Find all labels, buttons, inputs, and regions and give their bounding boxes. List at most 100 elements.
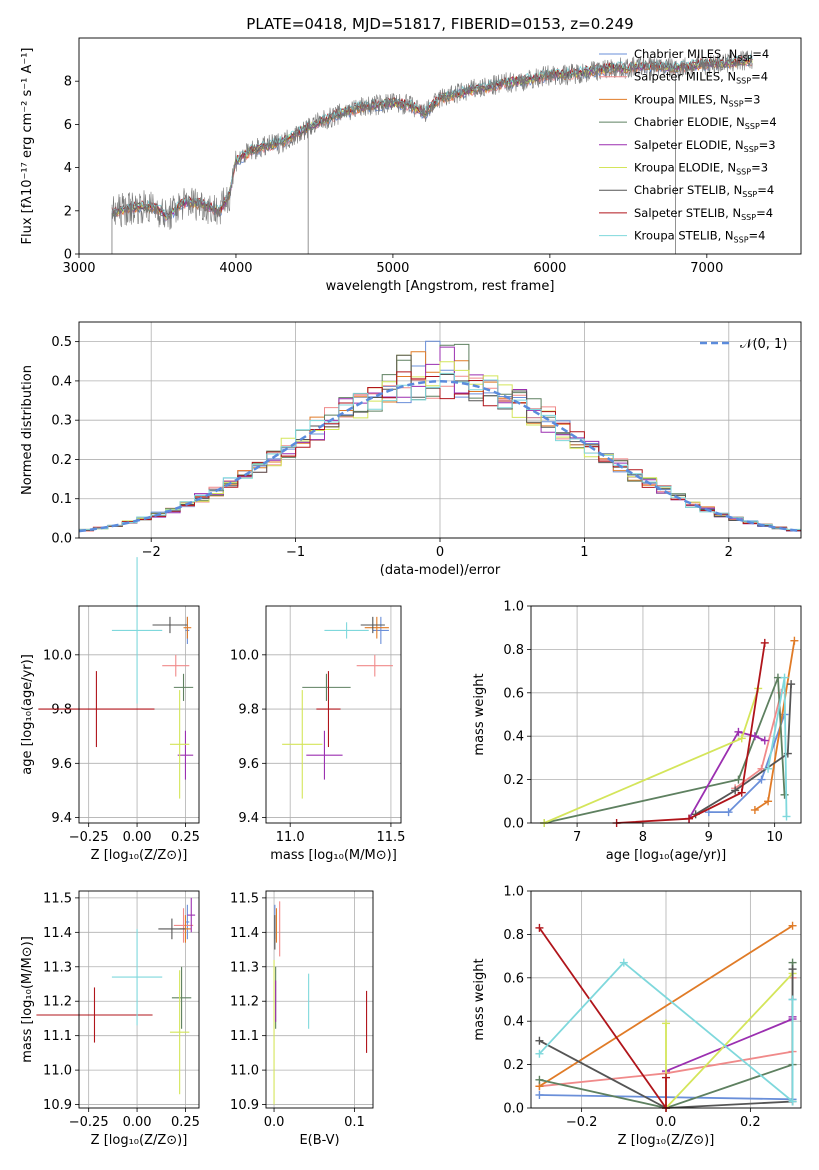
y-tick-label: 11.4: [230, 926, 259, 941]
x-tick-label: 0.00: [123, 1115, 152, 1130]
y-tick-label: 9.4: [51, 811, 72, 826]
spectrum-lines: [111, 50, 753, 254]
legend-label: 𝒩(0, 1): [740, 337, 787, 352]
y-tick-label: 10.9: [43, 1098, 72, 1113]
y-axis-label: mass weight: [472, 673, 487, 755]
y-tick-label: 1.0: [503, 600, 524, 615]
x-tick-label: 7: [573, 830, 581, 845]
weight-line-chabrier_stelib: [695, 684, 792, 816]
y-axis-label: Flux [fλ10⁻¹⁷ erg cm⁻² s⁻¹ A⁻¹]: [20, 48, 35, 245]
axes-frame: [78, 321, 802, 539]
y-tick-label: 0.1: [51, 492, 72, 507]
y-tick-label: 0.3: [51, 414, 72, 429]
y-tick-label: 2: [64, 204, 72, 219]
x-tick-label: 2: [725, 545, 733, 560]
mass_vs_ebv-panel: 0.0 0.1 10.9 11.0 11.1 11.2 11.3 11.4 11.5 E(B-V): [230, 890, 374, 1148]
x-tick-label: 0.0: [264, 1115, 285, 1130]
x-tick-label: 11.0: [276, 830, 305, 845]
weight-line-salpeter_elodie: [688, 730, 766, 820]
y-tick-label: 11.1: [43, 1029, 72, 1044]
x-tick-label: 5000: [376, 261, 409, 276]
y-tick-label: 0.2: [503, 1058, 524, 1073]
legend-label: Salpeter STELIB, NSSP=4: [634, 206, 773, 222]
mass_vs_Z-panel: −0.25 0.00 0.25 10.9 11.0 11.1 11.2 11.3 11.4 11.…: [20, 890, 200, 1148]
legend-label: Kroupa ELODIE, NSSP=3: [634, 161, 768, 177]
axes-frame: [78, 890, 200, 1109]
weight_vs_Z-panel: −0.2 0.0 0.2 0.0 0.2 0.4 0.6 0.8 1.0 Z [log₁₀(Z/Z…: [472, 885, 802, 1148]
y-tick-label: 11.2: [43, 995, 72, 1010]
weight_vs_age-panel: 7 8 9 10 0.0 0.2 0.4 0.6 0.8 1.0 age [log₁₀(age/yr…: [472, 600, 802, 863]
gaussian-curve: [78, 380, 802, 533]
x-tick-label: 0.2: [740, 1115, 761, 1130]
y-tick-label: 0.0: [51, 532, 72, 547]
legend-label: Chabrier STELIB, NSSP=4: [634, 183, 774, 199]
y-tick-label: 0.0: [503, 1102, 524, 1117]
spectrum-panel: 3000 4000 5000 6000 7000 0 2 4 6 8 PLATE=0418, MJD…: [20, 15, 802, 294]
axes-frame: [78, 37, 802, 255]
y-tick-label: 9.6: [51, 757, 72, 772]
x-tick-label: 3000: [62, 261, 95, 276]
y-tick-label: 1.0: [503, 885, 524, 900]
axes-frame: [265, 605, 402, 824]
legend-label: Kroupa STELIB, NSSP=4: [634, 229, 765, 245]
x-tick-label: 11.5: [376, 830, 405, 845]
y-tick-label: 0.4: [503, 730, 524, 745]
y-tick-label: 0.2: [51, 453, 72, 468]
x-tick-label: 0.0: [656, 1115, 677, 1130]
x-tick-label: −0.25: [69, 1115, 109, 1130]
x-tick-label: −2: [142, 545, 161, 560]
legend-label: Salpeter MILES, NSSP=4: [634, 70, 768, 86]
weight-line-kroupa_stelib: [538, 961, 794, 1104]
y-tick-label: 6: [64, 118, 72, 133]
chart-title: PLATE=0418, MJD=51817, FIBERID=0153, z=0…: [246, 15, 633, 33]
y-tick-label: 11.0: [43, 1064, 72, 1079]
legend-label: Chabrier MILES, NSSP=4: [634, 47, 769, 63]
y-tick-label: 11.0: [230, 1064, 259, 1079]
y-tick-label: 9.4: [238, 811, 259, 826]
x-tick-label: 7000: [690, 261, 723, 276]
y-tick-label: 0.4: [503, 1015, 524, 1030]
weight-line-chabrier_miles: [708, 714, 786, 813]
y-tick-label: 0.5: [51, 335, 72, 350]
legend-label: Chabrier ELODIE, NSSP=4: [634, 115, 777, 131]
y-tick-label: 9.8: [51, 703, 72, 718]
y-tick-label: 4: [64, 161, 72, 176]
axes-frame: [265, 890, 374, 1109]
y-tick-label: 9.8: [238, 703, 259, 718]
x-axis-label: Z [log₁₀(Z/Z⊙)]: [91, 848, 188, 863]
x-axis-label: wavelength [Angstrom, rest frame]: [326, 279, 555, 294]
y-tick-label: 11.3: [230, 960, 259, 975]
y-tick-label: 0.0: [503, 817, 524, 832]
y-axis-label: age [log₁₀(age/yr)]: [20, 654, 35, 775]
y-tick-label: 0: [64, 248, 72, 263]
y-tick-label: 11.3: [43, 960, 72, 975]
x-tick-label: −0.25: [69, 830, 109, 845]
x-tick-label: 9: [705, 830, 713, 845]
x-tick-label: −1: [286, 545, 305, 560]
y-tick-label: 11.5: [43, 891, 72, 906]
weight-line-kroupa_elodie: [543, 688, 760, 824]
y-tick-label: 10.0: [43, 648, 72, 663]
x-tick-label: 1: [580, 545, 588, 560]
y-tick-label: 0.8: [503, 643, 524, 658]
x-tick-label: 8: [639, 830, 647, 845]
y-tick-label: 11.5: [230, 891, 259, 906]
y-tick-label: 11.1: [230, 1029, 259, 1044]
x-tick-label: 0.00: [123, 830, 152, 845]
axes-frame: [530, 890, 802, 1109]
y-tick-label: 11.4: [43, 926, 72, 941]
y-tick-label: 0.4: [51, 374, 72, 389]
x-tick-label: 6000: [533, 261, 566, 276]
x-axis-label: Z [log₁₀(Z/Z⊙)]: [618, 1133, 715, 1148]
x-axis-label: E(B-V): [299, 1133, 339, 1148]
y-tick-label: 11.2: [230, 995, 259, 1010]
y-tick-label: 10.9: [230, 1098, 259, 1113]
x-tick-label: 4000: [219, 261, 252, 276]
x-axis-label: mass [log₁₀(M/M⊙)]: [270, 848, 397, 863]
y-tick-label: 0.8: [503, 928, 524, 943]
x-tick-label: −0.2: [566, 1115, 598, 1130]
weight-line-salpeter_stelib: [616, 642, 766, 824]
x-axis-label: age [log₁₀(age/yr)]: [606, 848, 727, 863]
legend-label: Kroupa MILES, NSSP=3: [634, 92, 760, 108]
